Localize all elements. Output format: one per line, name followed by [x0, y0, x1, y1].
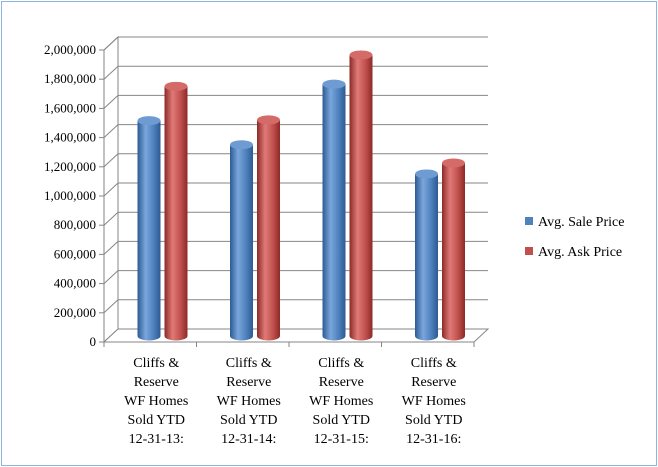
y-tick-label: 200,000	[54, 305, 96, 320]
x-category-label: Reserve	[134, 375, 179, 390]
y-tick-label: 400,000	[54, 276, 96, 291]
bar-top	[322, 79, 346, 89]
bar-ask-3	[349, 50, 373, 341]
floor	[102, 328, 490, 343]
x-category-label: Sold YTD	[220, 413, 277, 428]
legend: Avg. Sale Price Avg. Ask Price	[525, 215, 624, 260]
bar-ask-4	[442, 158, 465, 341]
gridline-side	[103, 241, 119, 255]
y-axis-ticks: 0 200,000 400,000 600,000 800,000 1,000,000 1,…	[44, 42, 105, 349]
legend-label-sale: Avg. Sale Price	[538, 215, 624, 230]
gridline-side	[103, 95, 119, 109]
bar-body	[349, 54, 373, 341]
x-category-label: Cliffs &	[226, 356, 272, 371]
bars	[137, 50, 465, 341]
gridline-side	[103, 182, 119, 197]
y-tick-label: 800,000	[54, 217, 96, 232]
bar-body	[164, 86, 188, 341]
x-category-label: WF Homes	[124, 394, 188, 409]
x-category-label: Reserve	[411, 375, 456, 390]
gridline-side	[103, 153, 119, 168]
y-tick-label: 1,800,000	[44, 71, 96, 86]
x-category-label: 12-31-14:	[221, 432, 276, 447]
bar-top	[349, 50, 373, 60]
x-category-label: Cliffs &	[318, 356, 364, 371]
x-category-label: Sold YTD	[128, 413, 185, 428]
x-category-label: Sold YTD	[405, 413, 462, 428]
bar-top	[137, 116, 161, 126]
x-category-label: WF Homes	[217, 394, 281, 409]
legend-swatch-ask	[525, 247, 533, 255]
chart-walls	[102, 35, 490, 344]
x-category-label: Reserve	[319, 375, 364, 390]
gridline-side	[103, 211, 119, 226]
x-category-label: Cliffs &	[133, 356, 179, 371]
bar-top	[415, 169, 438, 179]
x-category-label: Cliffs &	[411, 356, 457, 371]
gridline-side	[103, 270, 119, 284]
bar-top	[257, 115, 280, 125]
bar-sale-4	[415, 169, 438, 341]
bar-body	[415, 173, 438, 341]
x-category-label: 12-31-13:	[129, 432, 184, 447]
gridline-side	[103, 124, 119, 138]
gridline-side	[103, 36, 119, 51]
x-axis-labels: Cliffs & Reserve WF Homes Sold YTD 12-31-13:…	[103, 342, 475, 447]
x-category-label: WF Homes	[402, 394, 466, 409]
legend-swatch-sale	[525, 217, 533, 225]
gridline-side	[103, 299, 119, 314]
gridline-side	[103, 65, 119, 80]
x-category-label: Sold YTD	[313, 413, 370, 428]
bar-sale-1	[137, 116, 161, 341]
bar-body	[230, 144, 253, 341]
y-tick-label: 1,200,000	[44, 159, 96, 174]
legend-label-ask: Avg. Ask Price	[538, 245, 622, 260]
y-tick-label: 600,000	[54, 246, 96, 261]
bar-ask-2	[257, 115, 280, 341]
y-tick-label: 2,000,000	[44, 42, 96, 57]
bar-body	[322, 84, 346, 341]
x-category-label: 12-31-15:	[314, 432, 369, 447]
bar-top	[442, 158, 465, 168]
bar-ask-1	[164, 81, 188, 341]
bar-top	[230, 140, 253, 150]
x-category-label: WF Homes	[309, 394, 373, 409]
bar-body	[257, 119, 280, 341]
bar-body	[442, 162, 465, 341]
y-tick-label: 1,400,000	[44, 130, 96, 145]
y-tick-label: 1,000,000	[44, 188, 96, 203]
y-tick-label: 1,600,000	[44, 100, 96, 115]
y-tick-label: 0	[90, 334, 97, 349]
bar-sale-2	[230, 140, 253, 341]
x-category-label: Reserve	[226, 375, 271, 390]
bar-sale-3	[322, 79, 346, 341]
bar-body	[137, 120, 161, 341]
bar-top	[164, 81, 188, 91]
x-category-label: 12-31-16:	[406, 432, 461, 447]
